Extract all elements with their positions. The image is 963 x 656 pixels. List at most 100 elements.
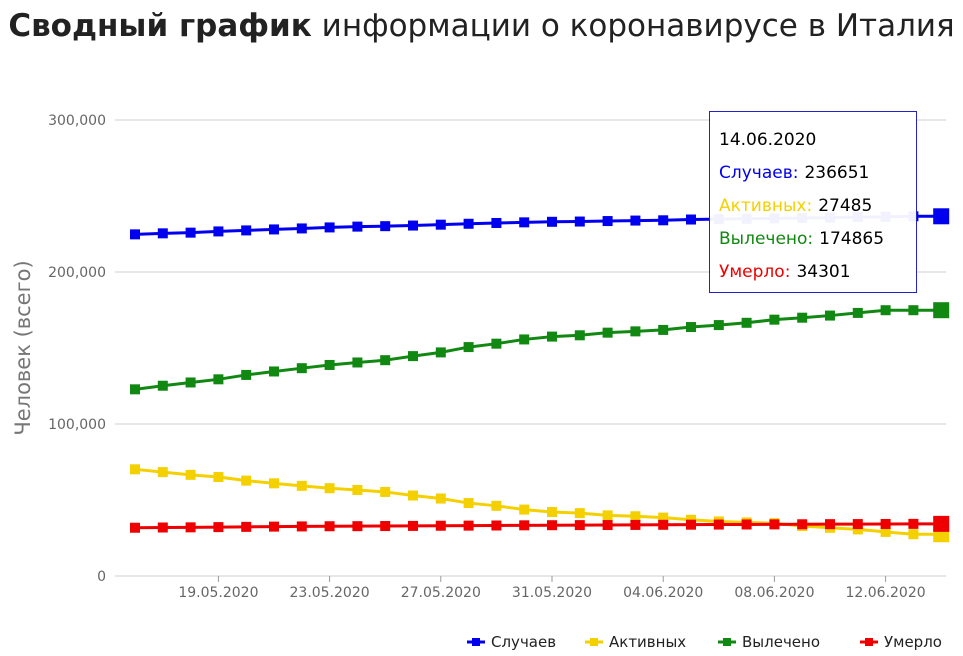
data-point[interactable] [686,322,696,333]
data-point[interactable] [380,221,391,232]
data-point[interactable] [908,529,919,540]
data-point[interactable] [491,520,502,531]
legend-item[interactable]: Случаев [467,633,556,651]
data-point[interactable] [269,478,279,489]
data-point[interactable] [269,224,279,235]
data-point[interactable] [213,226,224,237]
data-point[interactable] [658,324,669,335]
data-point[interactable] [630,511,641,522]
data-point[interactable] [185,522,196,533]
data-point[interactable] [296,521,307,532]
data-point[interactable] [380,521,391,532]
data-point[interactable] [463,520,474,531]
data-point[interactable] [630,519,641,530]
data-point[interactable] [463,498,474,509]
data-point[interactable] [658,512,669,523]
data-point[interactable] [296,223,307,234]
data-point[interactable] [519,217,530,228]
data-point[interactable] [658,215,669,226]
data-point[interactable] [241,225,252,236]
data-point[interactable] [602,520,613,531]
data-point[interactable] [713,320,724,331]
data-point[interactable] [408,490,418,501]
data-point[interactable] [324,359,335,370]
data-point[interactable] [852,307,863,318]
data-point[interactable] [630,215,641,226]
data-point[interactable] [547,331,557,342]
data-point[interactable] [769,519,780,530]
data-point[interactable] [185,227,196,238]
data-point[interactable] [933,208,950,225]
data-point[interactable] [463,342,474,353]
data-point[interactable] [380,355,391,366]
data-point[interactable] [324,483,335,494]
data-point[interactable] [352,484,363,495]
data-point[interactable] [547,520,557,531]
data-point[interactable] [602,510,613,521]
data-point[interactable] [213,472,224,483]
legend-item[interactable]: Умерло [860,633,942,651]
data-point[interactable] [797,312,808,323]
data-point[interactable] [435,347,446,358]
data-point[interactable] [880,305,891,316]
data-point[interactable] [185,377,196,388]
data-point[interactable] [491,217,502,228]
data-point[interactable] [797,519,808,530]
data-point[interactable] [686,214,696,225]
data-point[interactable] [933,302,950,319]
data-point[interactable] [157,380,168,391]
data-point[interactable] [185,469,196,480]
data-point[interactable] [547,507,557,518]
data-point[interactable] [574,520,585,531]
data-point[interactable] [213,522,224,533]
data-point[interactable] [574,508,585,519]
data-point[interactable] [602,327,613,338]
data-point[interactable] [408,351,418,362]
data-point[interactable] [519,334,530,345]
data-point[interactable] [296,363,307,374]
data-point[interactable] [130,384,140,395]
data-point[interactable] [408,220,418,231]
data-point[interactable] [130,522,140,533]
data-point[interactable] [852,524,863,535]
data-point[interactable] [769,314,780,325]
data-point[interactable] [269,521,279,532]
data-point[interactable] [713,519,724,530]
data-point[interactable] [408,520,418,531]
data-point[interactable] [741,519,752,530]
data-point[interactable] [908,518,919,529]
data-point[interactable] [435,520,446,531]
legend-item[interactable]: Вылечено [718,633,820,651]
data-point[interactable] [547,216,557,227]
data-point[interactable] [157,228,168,239]
data-point[interactable] [825,310,835,321]
data-point[interactable] [380,486,391,497]
data-point[interactable] [463,218,474,229]
legend[interactable]: Случаев Активных Вылечено Умерло [467,633,942,651]
data-point[interactable] [630,326,641,337]
data-point[interactable] [825,519,835,530]
data-point[interactable] [519,520,530,531]
data-point[interactable] [880,518,891,529]
data-point[interactable] [324,521,335,532]
data-point[interactable] [241,521,252,532]
data-point[interactable] [296,480,307,491]
data-point[interactable] [852,519,863,530]
data-point[interactable] [574,216,585,227]
data-point[interactable] [130,229,140,240]
data-point[interactable] [741,317,752,328]
data-point[interactable] [908,305,919,316]
data-point[interactable] [602,216,613,227]
data-point[interactable] [686,519,696,530]
data-point[interactable] [574,330,585,341]
legend-item[interactable]: Активных [585,633,686,651]
data-point[interactable] [130,464,140,475]
data-point[interactable] [491,338,502,349]
data-point[interactable] [157,467,168,478]
data-point[interactable] [241,475,252,486]
data-point[interactable] [491,500,502,511]
data-point[interactable] [519,504,530,515]
data-point[interactable] [241,369,252,380]
data-point[interactable] [269,366,279,377]
data-point[interactable] [157,522,168,533]
